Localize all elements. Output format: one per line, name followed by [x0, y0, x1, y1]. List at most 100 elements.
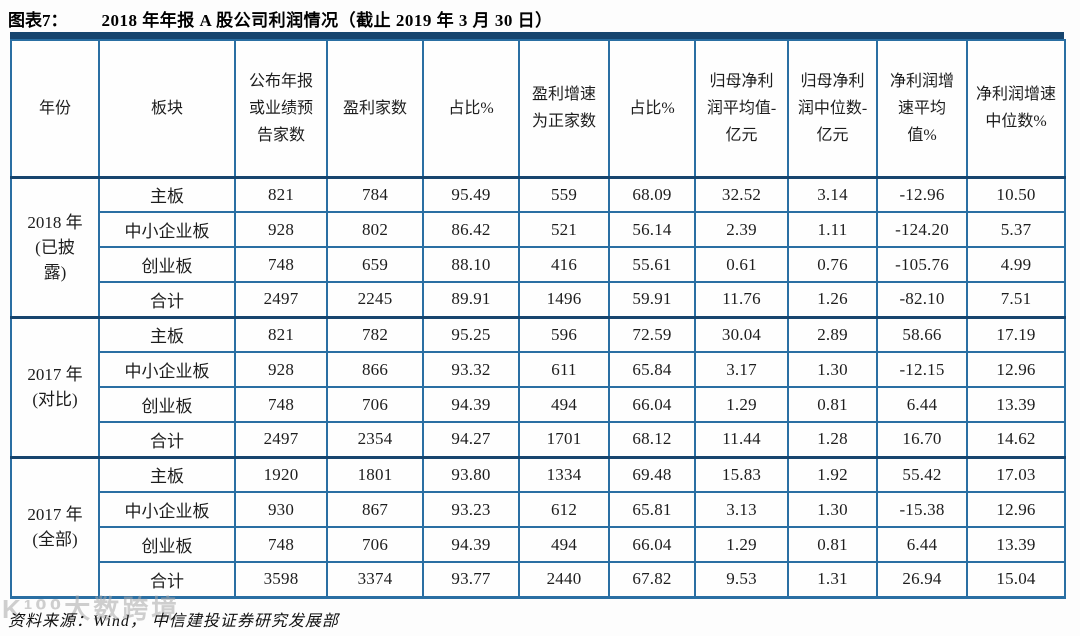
- value-cell: 1.29: [694, 526, 789, 563]
- value-cell: 11.44: [694, 421, 789, 458]
- table-row: 中小企业板 928 866 93.32 611 65.84 3.17 1.30 -12.15 12…: [11, 351, 1066, 388]
- value-cell: 3.13: [694, 491, 789, 528]
- value-cell: 3374: [326, 561, 424, 598]
- value-cell: 94.39: [422, 526, 520, 563]
- value-cell: 2497: [234, 281, 328, 318]
- value-cell: 1701: [518, 421, 610, 458]
- table-row: 合计 2497 2245 89.91 1496 59.91 11.76 1.26 -82.10 7…: [11, 281, 1066, 318]
- value-cell: 416: [518, 246, 610, 283]
- value-cell: 68.09: [608, 175, 696, 213]
- figure-title-row: 图表7： 2018 年年报 A 股公司利润情况（截止 2019 年 3 月 30…: [0, 0, 1080, 32]
- value-cell: 1.26: [787, 281, 878, 318]
- value-cell: 494: [518, 386, 610, 423]
- value-cell: 5.37: [966, 211, 1066, 248]
- value-cell: 12.96: [966, 491, 1066, 528]
- value-cell: 59.91: [608, 281, 696, 318]
- value-cell: 95.49: [422, 175, 520, 213]
- value-cell: 66.04: [608, 386, 696, 423]
- value-cell: 706: [326, 386, 424, 423]
- value-cell: 559: [518, 175, 610, 213]
- value-cell: 0.61: [694, 246, 789, 283]
- value-cell: 1334: [518, 455, 610, 493]
- value-cell: 1496: [518, 281, 610, 318]
- value-cell: 93.77: [422, 561, 520, 598]
- value-cell: 55.42: [876, 455, 968, 493]
- value-cell: 2354: [326, 421, 424, 458]
- value-cell: 2.39: [694, 211, 789, 248]
- value-cell: 58.66: [876, 315, 968, 353]
- value-cell: 88.10: [422, 246, 520, 283]
- value-cell: 17.19: [966, 315, 1066, 353]
- col-header-board: 板块: [98, 39, 236, 178]
- value-cell: 93.23: [422, 491, 520, 528]
- value-cell: 6.44: [876, 526, 968, 563]
- value-cell: 30.04: [694, 315, 789, 353]
- value-cell: 0.76: [787, 246, 878, 283]
- value-cell: 12.96: [966, 351, 1066, 388]
- value-cell: 867: [326, 491, 424, 528]
- table-row: 创业板 748 659 88.10 416 55.61 0.61 0.76 -105.76 4.9…: [11, 246, 1066, 283]
- value-cell: 521: [518, 211, 610, 248]
- value-cell: 1.11: [787, 211, 878, 248]
- value-cell: 928: [234, 351, 328, 388]
- value-cell: 748: [234, 246, 328, 283]
- value-cell: 3.17: [694, 351, 789, 388]
- value-cell: 802: [326, 211, 424, 248]
- value-cell: -124.20: [876, 211, 968, 248]
- table-row: 创业板 748 706 94.39 494 66.04 1.29 0.81 6.44 13.39: [11, 526, 1066, 563]
- figure-number-label: 图表7：: [8, 11, 68, 30]
- value-cell: 6.44: [876, 386, 968, 423]
- value-cell: 95.25: [422, 315, 520, 353]
- table-body: 2018 年 (已披 露) 主板 821 784 95.49 559 68.09 32.52 3…: [10, 175, 1066, 598]
- value-cell: 611: [518, 351, 610, 388]
- value-cell: 2497: [234, 421, 328, 458]
- table-row: 合计 3598 3374 93.77 2440 67.82 9.53 1.31 26.94 15.…: [11, 561, 1066, 598]
- value-cell: -15.38: [876, 491, 968, 528]
- table-row: 合计 2497 2354 94.27 1701 68.12 11.44 1.28 16.70 14…: [11, 421, 1066, 458]
- value-cell: 1801: [326, 455, 424, 493]
- value-cell: -12.96: [876, 175, 968, 213]
- value-cell: 67.82: [608, 561, 696, 598]
- value-cell: 1.30: [787, 351, 878, 388]
- value-cell: 17.03: [966, 455, 1066, 493]
- value-cell: 2.89: [787, 315, 878, 353]
- value-cell: 4.99: [966, 246, 1066, 283]
- board-label: 创业板: [98, 386, 236, 423]
- value-cell: 748: [234, 526, 328, 563]
- value-cell: 494: [518, 526, 610, 563]
- value-cell: 66.04: [608, 526, 696, 563]
- board-label: 合计: [98, 281, 236, 318]
- header-row: 年份 板块 公布年报或业绩预告家数 盈利家数 占比% 盈利增速为正家数 占比% …: [10, 39, 1066, 178]
- value-cell: 784: [326, 175, 424, 213]
- value-cell: 32.52: [694, 175, 789, 213]
- value-cell: 89.91: [422, 281, 520, 318]
- value-cell: 93.80: [422, 455, 520, 493]
- value-cell: 3598: [234, 561, 328, 598]
- value-cell: 26.94: [876, 561, 968, 598]
- value-cell: 68.12: [608, 421, 696, 458]
- board-label: 创业板: [98, 246, 236, 283]
- value-cell: 55.61: [608, 246, 696, 283]
- year-group-label: 2017 年 (对比): [10, 315, 100, 458]
- watermark-logo: K¹⁰⁰大数跨境: [2, 594, 181, 624]
- value-cell: -12.15: [876, 351, 968, 388]
- profit-table-wrap: 年份 板块 公布年报或业绩预告家数 盈利家数 占比% 盈利增速为正家数 占比% …: [10, 32, 1066, 599]
- board-label: 中小企业板: [98, 211, 236, 248]
- value-cell: 9.53: [694, 561, 789, 598]
- table-row: 2018 年 (已披 露) 主板 821 784 95.49 559 68.09 32.52 3…: [10, 175, 1066, 318]
- value-cell: 1.92: [787, 455, 878, 493]
- value-cell: 15.04: [966, 561, 1066, 598]
- value-cell: 930: [234, 491, 328, 528]
- board-label: 合计: [98, 421, 236, 458]
- value-cell: 86.42: [422, 211, 520, 248]
- value-cell: 659: [326, 246, 424, 283]
- value-cell: 866: [326, 351, 424, 388]
- value-cell: 821: [234, 175, 328, 213]
- board-label: 中小企业板: [98, 491, 236, 528]
- value-cell: 1.29: [694, 386, 789, 423]
- col-header-growth-mean-pct: 净利润增速平均值%: [876, 39, 968, 178]
- value-cell: 782: [326, 315, 424, 353]
- table-row: 2017 年 (全部) 主板 1920 1801 93.80 1334 69.48 15.83…: [10, 455, 1066, 598]
- value-cell: -105.76: [876, 246, 968, 283]
